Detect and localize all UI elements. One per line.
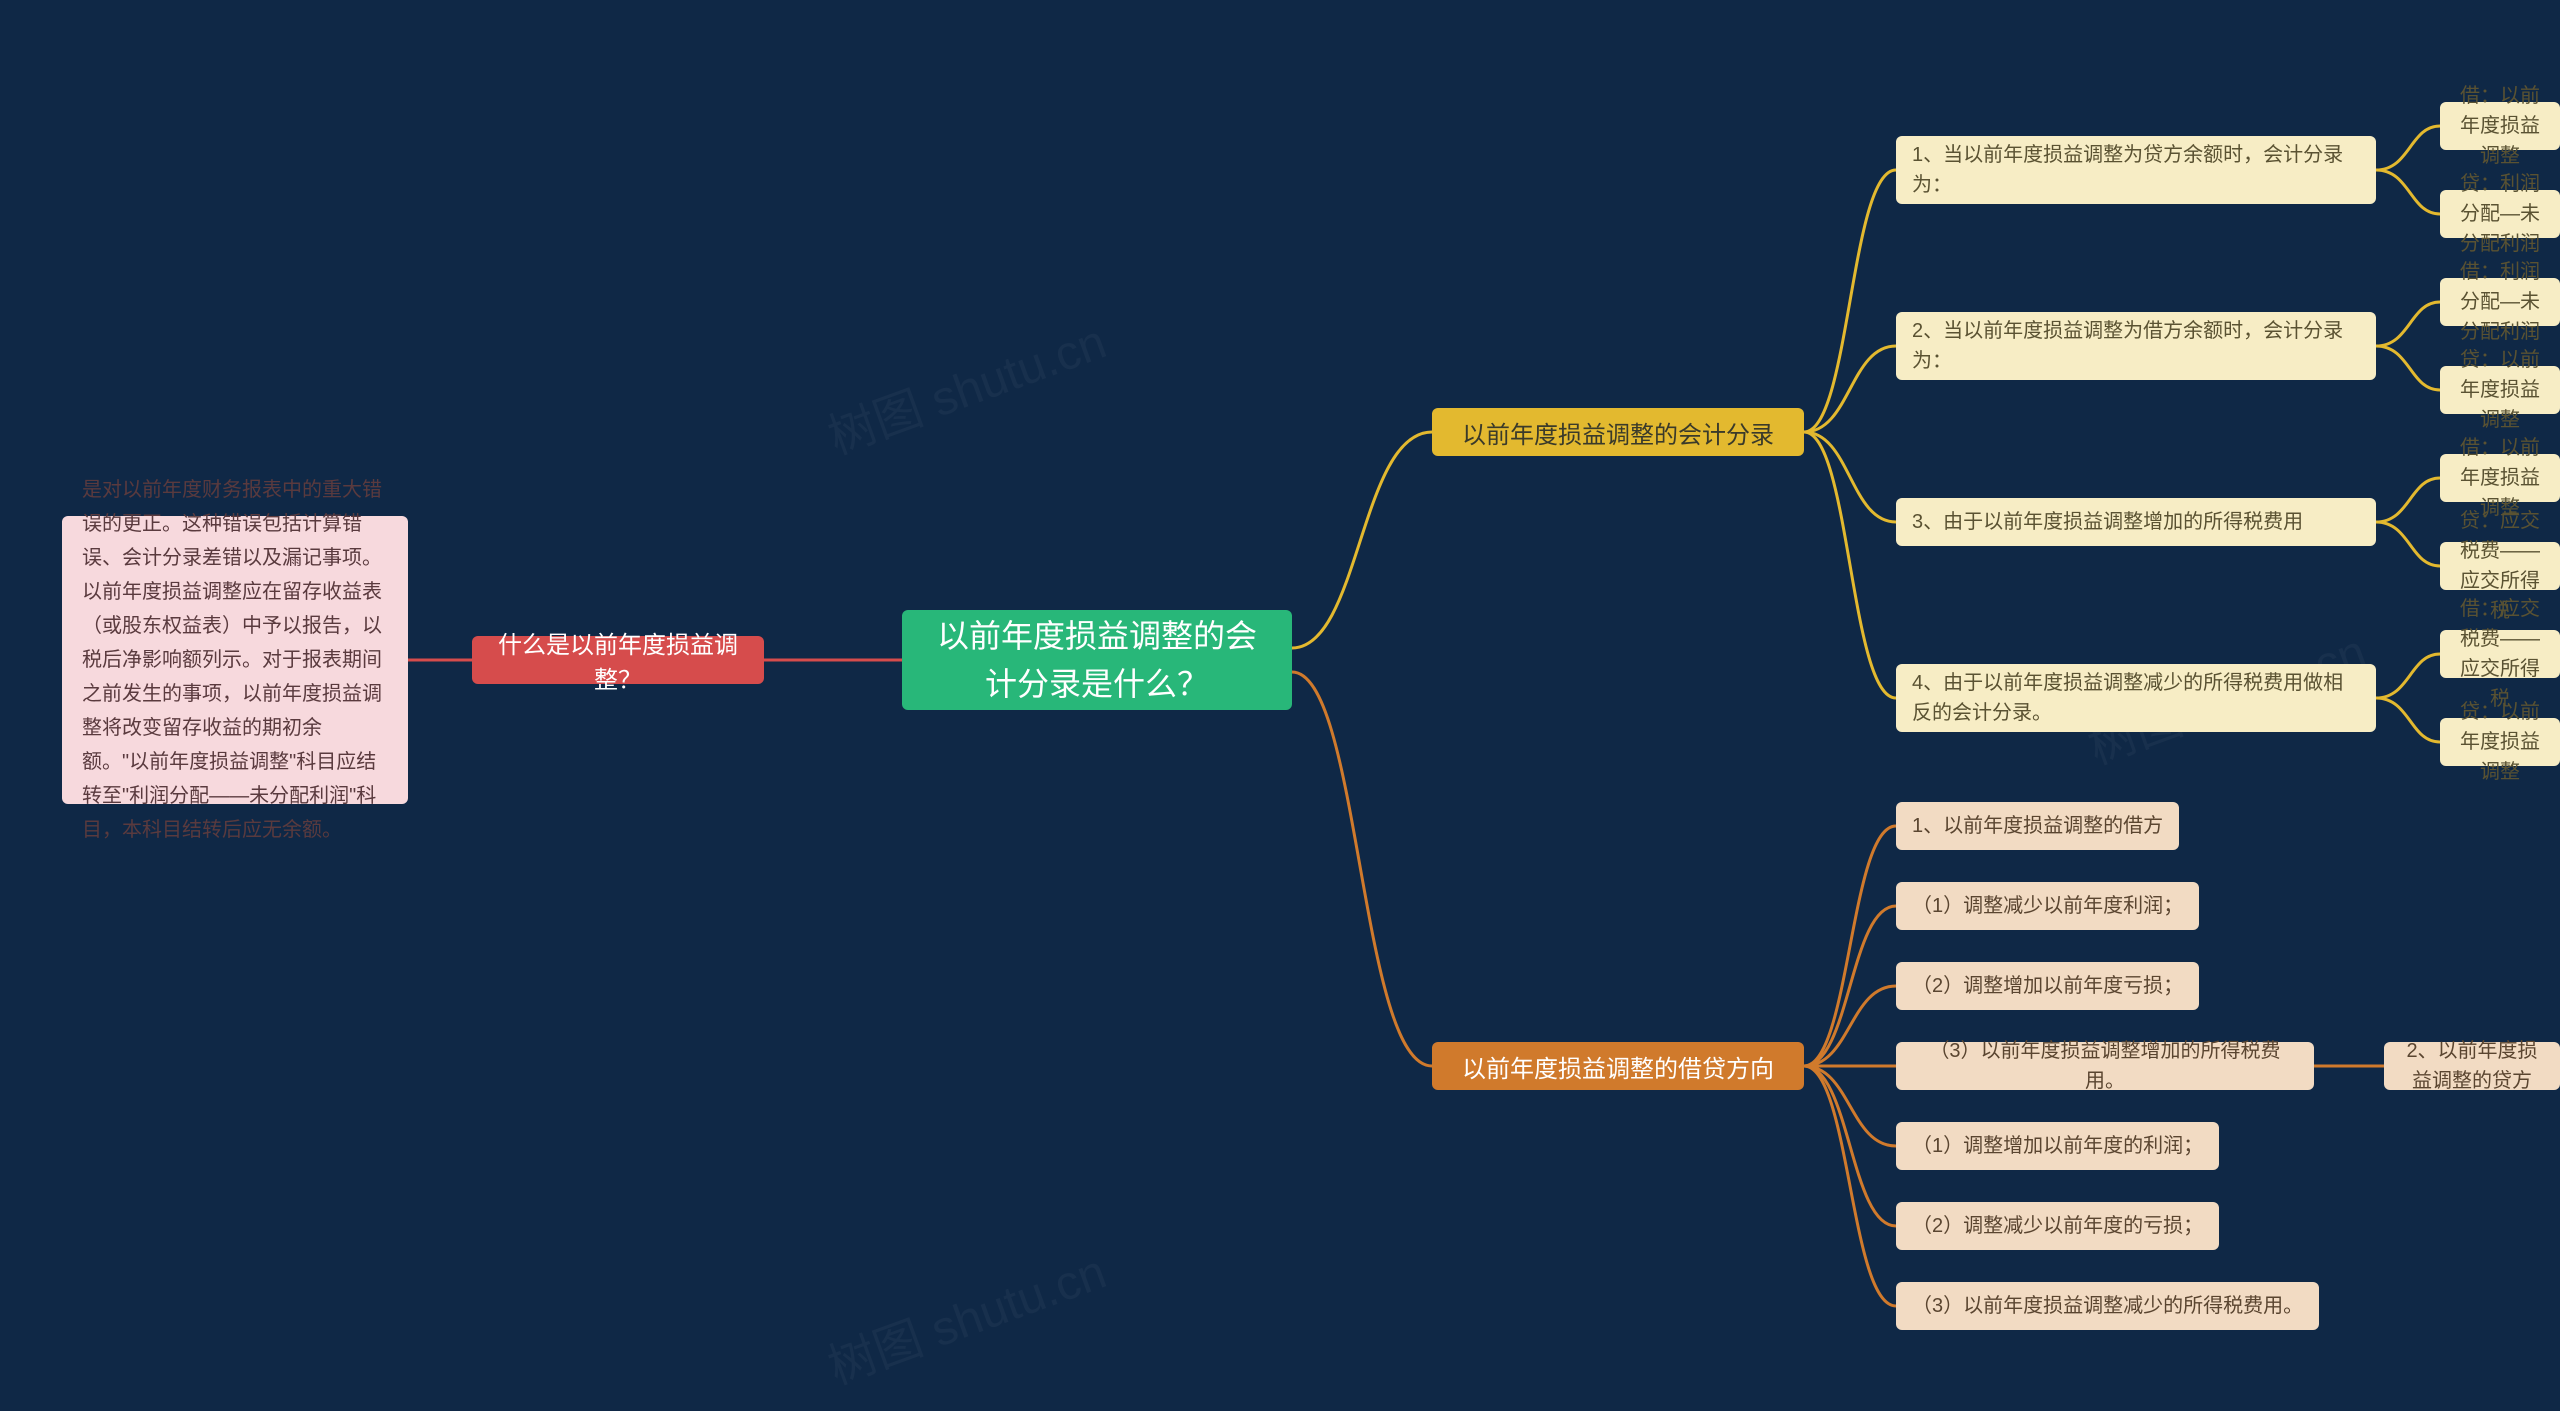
right1-item-4-text: 4、由于以前年度损益调整减少的所得税费用做相反的会计分录。 bbox=[1912, 668, 2360, 728]
right2-item-2: （1）调整减少以前年度利润； bbox=[1896, 882, 2199, 930]
right1-item-2-child-2-text: 贷：以前年度损益调整 bbox=[2456, 345, 2544, 435]
right1-item-2-child-1-text: 借：利润分配—未分配利润 bbox=[2456, 257, 2544, 347]
watermark: 树图 shutu.cn bbox=[817, 1232, 1114, 1397]
root-text: 以前年度损益调整的会计分录是什么？ bbox=[926, 612, 1268, 708]
right2-item-3-text: （2）调整增加以前年度亏损； bbox=[1912, 971, 2183, 1001]
right1-item-4-child-1-text: 借：应交税费——应交所得税 bbox=[2456, 594, 2544, 714]
right1-item-2-child-2: 贷：以前年度损益调整 bbox=[2440, 366, 2560, 414]
right1-item-4-child-1: 借：应交税费——应交所得税 bbox=[2440, 630, 2560, 678]
right2-item-1-text: 1、以前年度损益调整的借方 bbox=[1912, 811, 2163, 841]
right1-item-1-child-1-text: 借：以前年度损益调整 bbox=[2456, 81, 2544, 171]
right1-item-3-child-2: 贷：应交税费——应交所得税 bbox=[2440, 542, 2560, 590]
right1-item-4: 4、由于以前年度损益调整减少的所得税费用做相反的会计分录。 bbox=[1896, 664, 2376, 732]
right1-item-1-child-1: 借：以前年度损益调整 bbox=[2440, 102, 2560, 150]
right2-item-4-side-text: 2、以前年度损益调整的贷方 bbox=[2400, 1036, 2544, 1096]
right1-item-2: 2、当以前年度损益调整为借方余额时，会计分录为： bbox=[1896, 312, 2376, 380]
right2-category-text: 以前年度损益调整的借贷方向 bbox=[1462, 1049, 1774, 1084]
right1-category: 以前年度损益调整的会计分录 bbox=[1432, 408, 1804, 456]
right1-item-2-child-1: 借：利润分配—未分配利润 bbox=[2440, 278, 2560, 326]
right2-item-4-text: （3）以前年度损益调整增加的所得税费用。 bbox=[1912, 1036, 2298, 1096]
right1-item-4-child-2-text: 贷：以前年度损益调整 bbox=[2456, 697, 2544, 787]
right2-category: 以前年度损益调整的借贷方向 bbox=[1432, 1042, 1804, 1090]
right2-item-7-text: （3）以前年度损益调整减少的所得税费用。 bbox=[1912, 1291, 2303, 1321]
right2-item-4: （3）以前年度损益调整增加的所得税费用。 bbox=[1896, 1042, 2314, 1090]
right1-category-text: 以前年度损益调整的会计分录 bbox=[1462, 415, 1774, 450]
right2-item-5-text: （1）调整增加以前年度的利润； bbox=[1912, 1131, 2203, 1161]
right1-item-1-text: 1、当以前年度损益调整为贷方余额时，会计分录为： bbox=[1912, 140, 2360, 200]
right1-item-1-child-2-text: 贷：利润分配—未分配利润 bbox=[2456, 169, 2544, 259]
right1-item-1-child-2: 贷：利润分配—未分配利润 bbox=[2440, 190, 2560, 238]
right1-item-3-text: 3、由于以前年度损益调整增加的所得税费用 bbox=[1912, 507, 2303, 537]
left-description-text: 是对以前年度财务报表中的重大错误的更正。这种错误包括计算错误、会计分录差错以及漏… bbox=[82, 473, 388, 847]
right2-item-3: （2）调整增加以前年度亏损； bbox=[1896, 962, 2199, 1010]
right2-item-7: （3）以前年度损益调整减少的所得税费用。 bbox=[1896, 1282, 2319, 1330]
right1-item-4-child-2: 贷：以前年度损益调整 bbox=[2440, 718, 2560, 766]
right1-item-3-child-1: 借：以前年度损益调整 bbox=[2440, 454, 2560, 502]
right2-item-6-text: （2）调整减少以前年度的亏损； bbox=[1912, 1211, 2203, 1241]
right2-item-6: （2）调整减少以前年度的亏损； bbox=[1896, 1202, 2219, 1250]
right2-item-5: （1）调整增加以前年度的利润； bbox=[1896, 1122, 2219, 1170]
left-category-text: 什么是以前年度损益调整？ bbox=[492, 625, 744, 695]
right1-item-1: 1、当以前年度损益调整为贷方余额时，会计分录为： bbox=[1896, 136, 2376, 204]
left-category: 什么是以前年度损益调整？ bbox=[472, 636, 764, 684]
right1-item-3: 3、由于以前年度损益调整增加的所得税费用 bbox=[1896, 498, 2376, 546]
right2-item-2-text: （1）调整减少以前年度利润； bbox=[1912, 891, 2183, 921]
left-description: 是对以前年度财务报表中的重大错误的更正。这种错误包括计算错误、会计分录差错以及漏… bbox=[62, 516, 408, 804]
right2-item-4-side: 2、以前年度损益调整的贷方 bbox=[2384, 1042, 2560, 1090]
right2-item-1: 1、以前年度损益调整的借方 bbox=[1896, 802, 2179, 850]
watermark: 树图 shutu.cn bbox=[817, 302, 1114, 467]
root-node: 以前年度损益调整的会计分录是什么？ bbox=[902, 610, 1292, 710]
right1-item-2-text: 2、当以前年度损益调整为借方余额时，会计分录为： bbox=[1912, 316, 2360, 376]
